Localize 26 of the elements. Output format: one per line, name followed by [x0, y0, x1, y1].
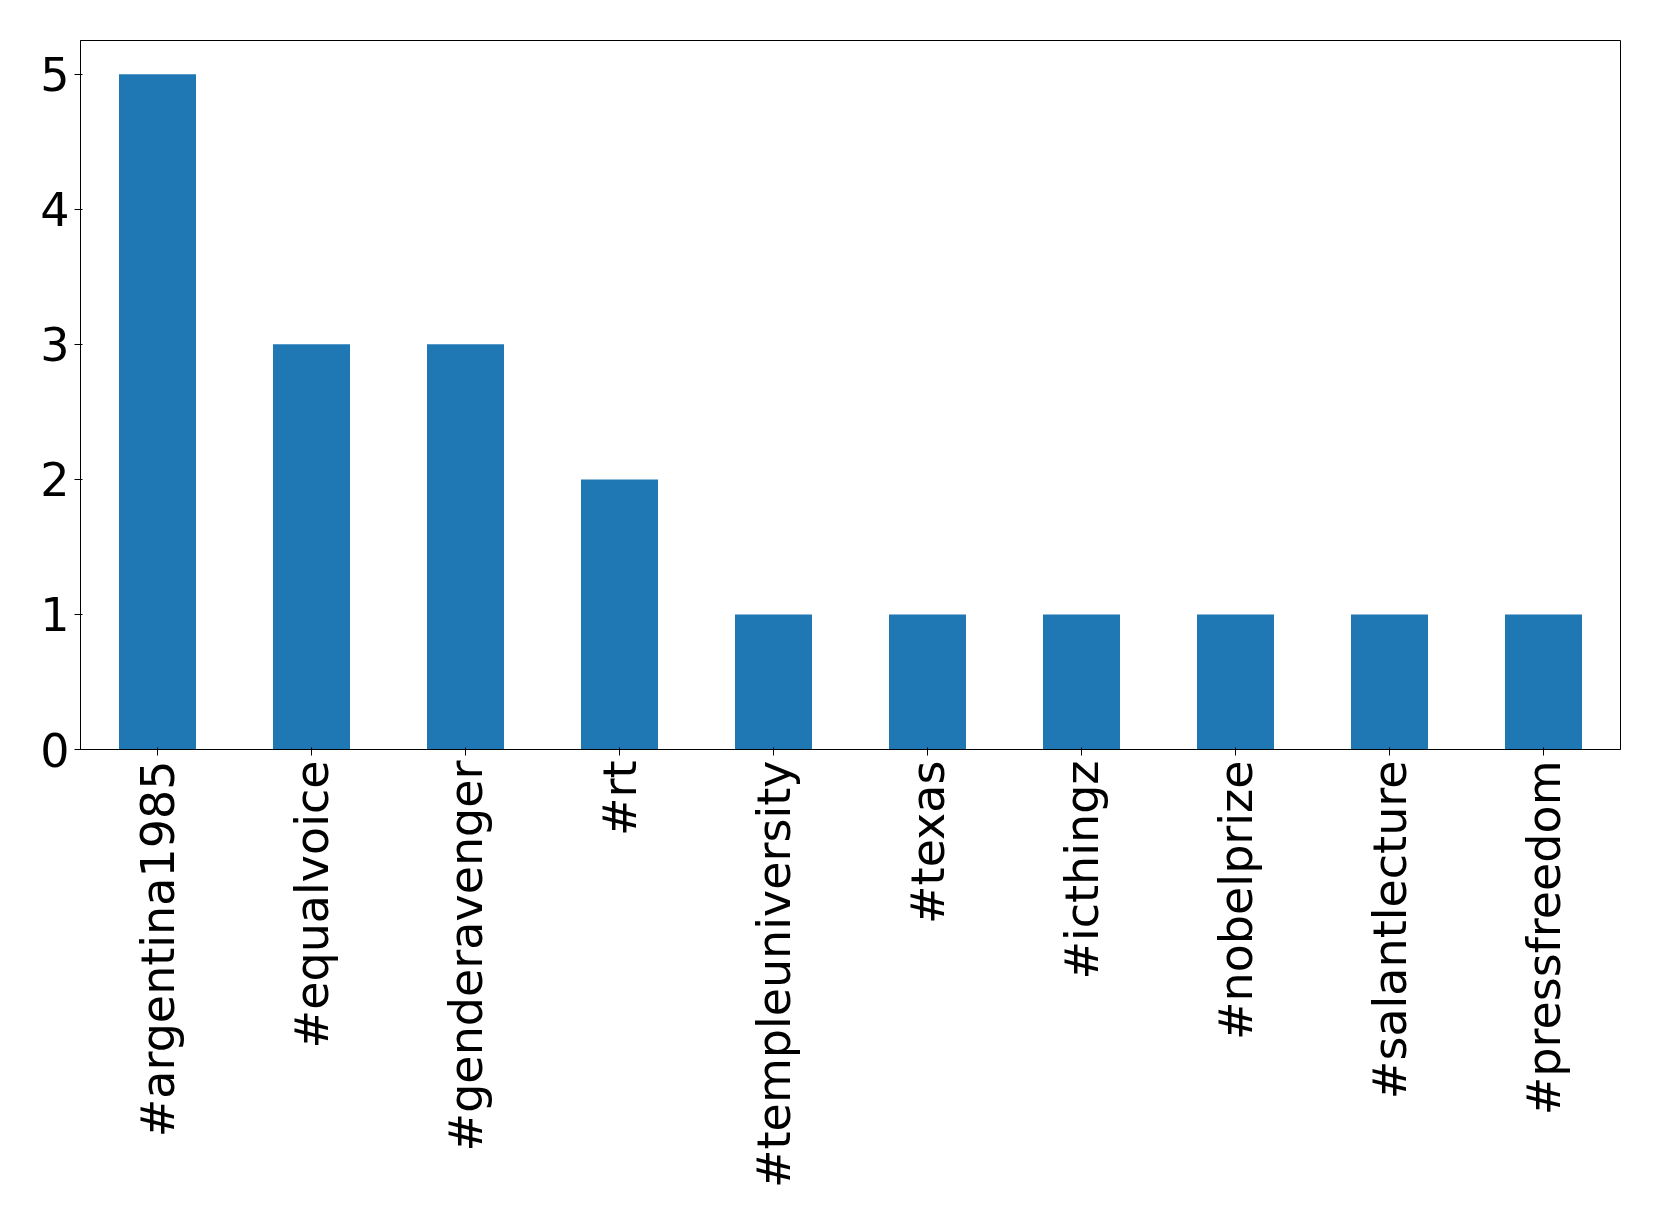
x-tick-label: #templeuniversity: [746, 760, 801, 1188]
y-tick-label: 0: [40, 723, 70, 778]
bar: [1351, 614, 1428, 750]
x-tick-label: #pressfreedom: [1516, 760, 1571, 1116]
x-tick-label: #salantlecture: [1362, 760, 1417, 1100]
y-tick-label: 4: [40, 183, 70, 238]
x-tick-label: #rt: [592, 760, 647, 836]
x-tick-label: #genderavenger: [438, 760, 493, 1152]
x-tick-label: #equalvoice: [284, 760, 339, 1049]
bar: [889, 614, 966, 750]
x-tick-label: #texas: [900, 760, 955, 924]
bar: [1505, 614, 1582, 750]
bar: [1043, 614, 1120, 750]
y-tick-label: 5: [40, 48, 70, 103]
x-tick-label: #argentina1985: [130, 760, 185, 1138]
bar: [581, 479, 658, 750]
bar: [735, 614, 812, 750]
bar: [119, 74, 196, 750]
bar: [273, 344, 350, 750]
bar: [427, 344, 504, 750]
x-tick-label: #nobelprize: [1208, 760, 1263, 1040]
bar: [1197, 614, 1274, 750]
y-tick-label: 3: [40, 318, 70, 373]
x-tick-label: #icthingz: [1054, 760, 1109, 980]
y-tick-label: 1: [40, 588, 70, 643]
y-tick-label: 2: [40, 453, 70, 508]
